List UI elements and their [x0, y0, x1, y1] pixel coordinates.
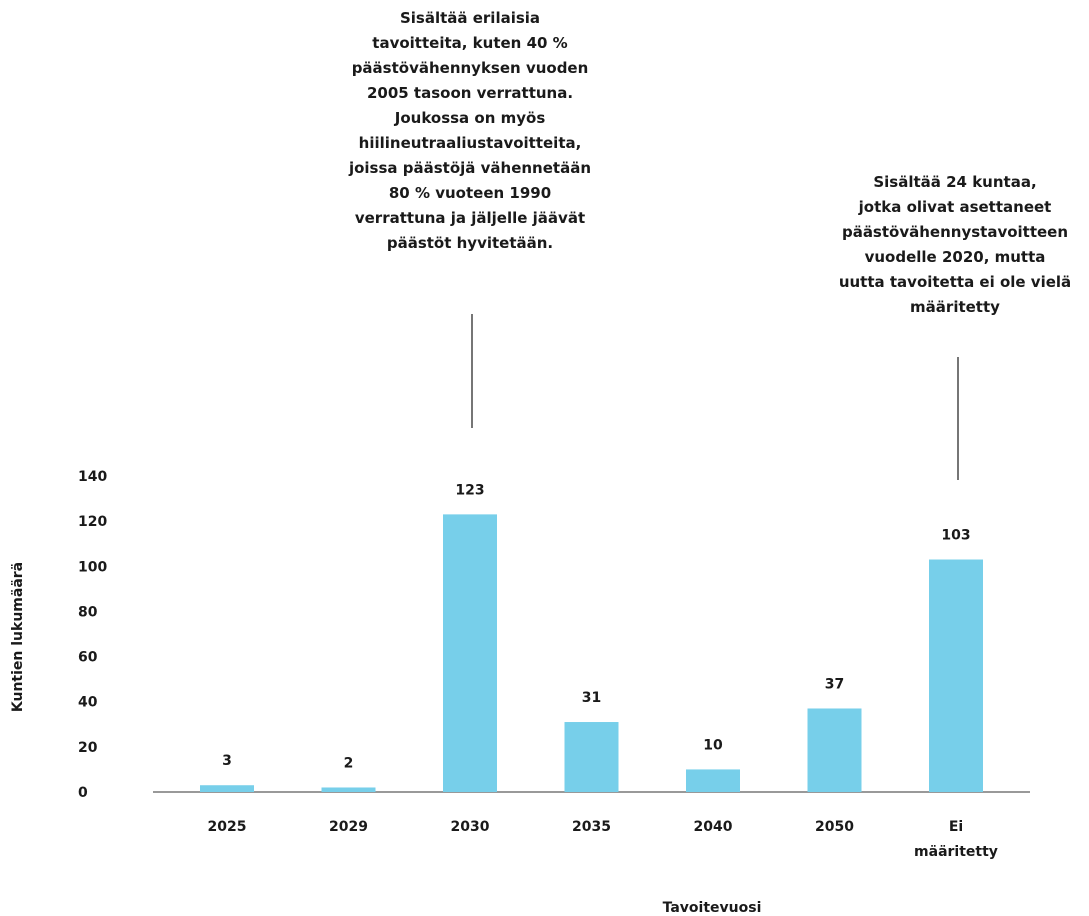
bar: [564, 722, 619, 792]
y-axis-ticks: 0 20 40 60 80 100 120 140: [78, 469, 107, 801]
bar: [321, 787, 376, 792]
bars: [200, 514, 983, 792]
annotation-ei-maaritetty: Sisältää 24 kuntaa, jotka olivat asettan…: [838, 173, 1072, 316]
bar-value-label: 10: [703, 737, 723, 753]
bar: [686, 769, 740, 792]
y-tick-label: 80: [78, 604, 98, 620]
bar: [200, 785, 254, 792]
bar-value-labels: 3 2 123 31 10 37 103: [222, 482, 970, 771]
x-axis-label: Tavoitevuosi: [663, 900, 762, 916]
x-axis-ticks: 2025 2029 2030 2035 2040 2050 Ei määritetty: [208, 819, 998, 860]
x-tick-label: 2050: [815, 819, 854, 835]
bar-value-label: 2: [344, 755, 354, 771]
x-tick-label: Ei määritetty: [914, 819, 998, 860]
x-tick-label: 2035: [572, 819, 611, 835]
bar-value-label: 103: [941, 528, 970, 544]
y-tick-label: 100: [78, 559, 107, 575]
x-tick-label: 2030: [451, 819, 490, 835]
x-tick-label: 2029: [329, 819, 368, 835]
bar: [807, 708, 862, 792]
bar-value-label: 37: [825, 676, 844, 692]
x-tick-label: 2025: [208, 819, 247, 835]
y-tick-label: 60: [78, 650, 98, 666]
annotation-leader-lines: [471, 314, 959, 480]
y-tick-label: 120: [78, 514, 107, 530]
y-axis-label: Kuntien lukumäärä: [10, 562, 26, 712]
y-tick-label: 20: [78, 740, 98, 756]
y-tick-label: 140: [78, 469, 107, 485]
bar-value-label: 31: [582, 690, 601, 706]
bar: [929, 559, 983, 792]
x-tick-label: 2040: [694, 819, 733, 835]
y-tick-label: 0: [78, 785, 88, 801]
bar-value-label: 3: [222, 753, 232, 769]
y-tick-label: 40: [78, 695, 98, 711]
bar: [443, 514, 497, 792]
bar-value-label: 123: [455, 482, 484, 498]
annotation-2030: Sisältää erilaisia tavoitteita, kuten 40…: [348, 9, 592, 252]
